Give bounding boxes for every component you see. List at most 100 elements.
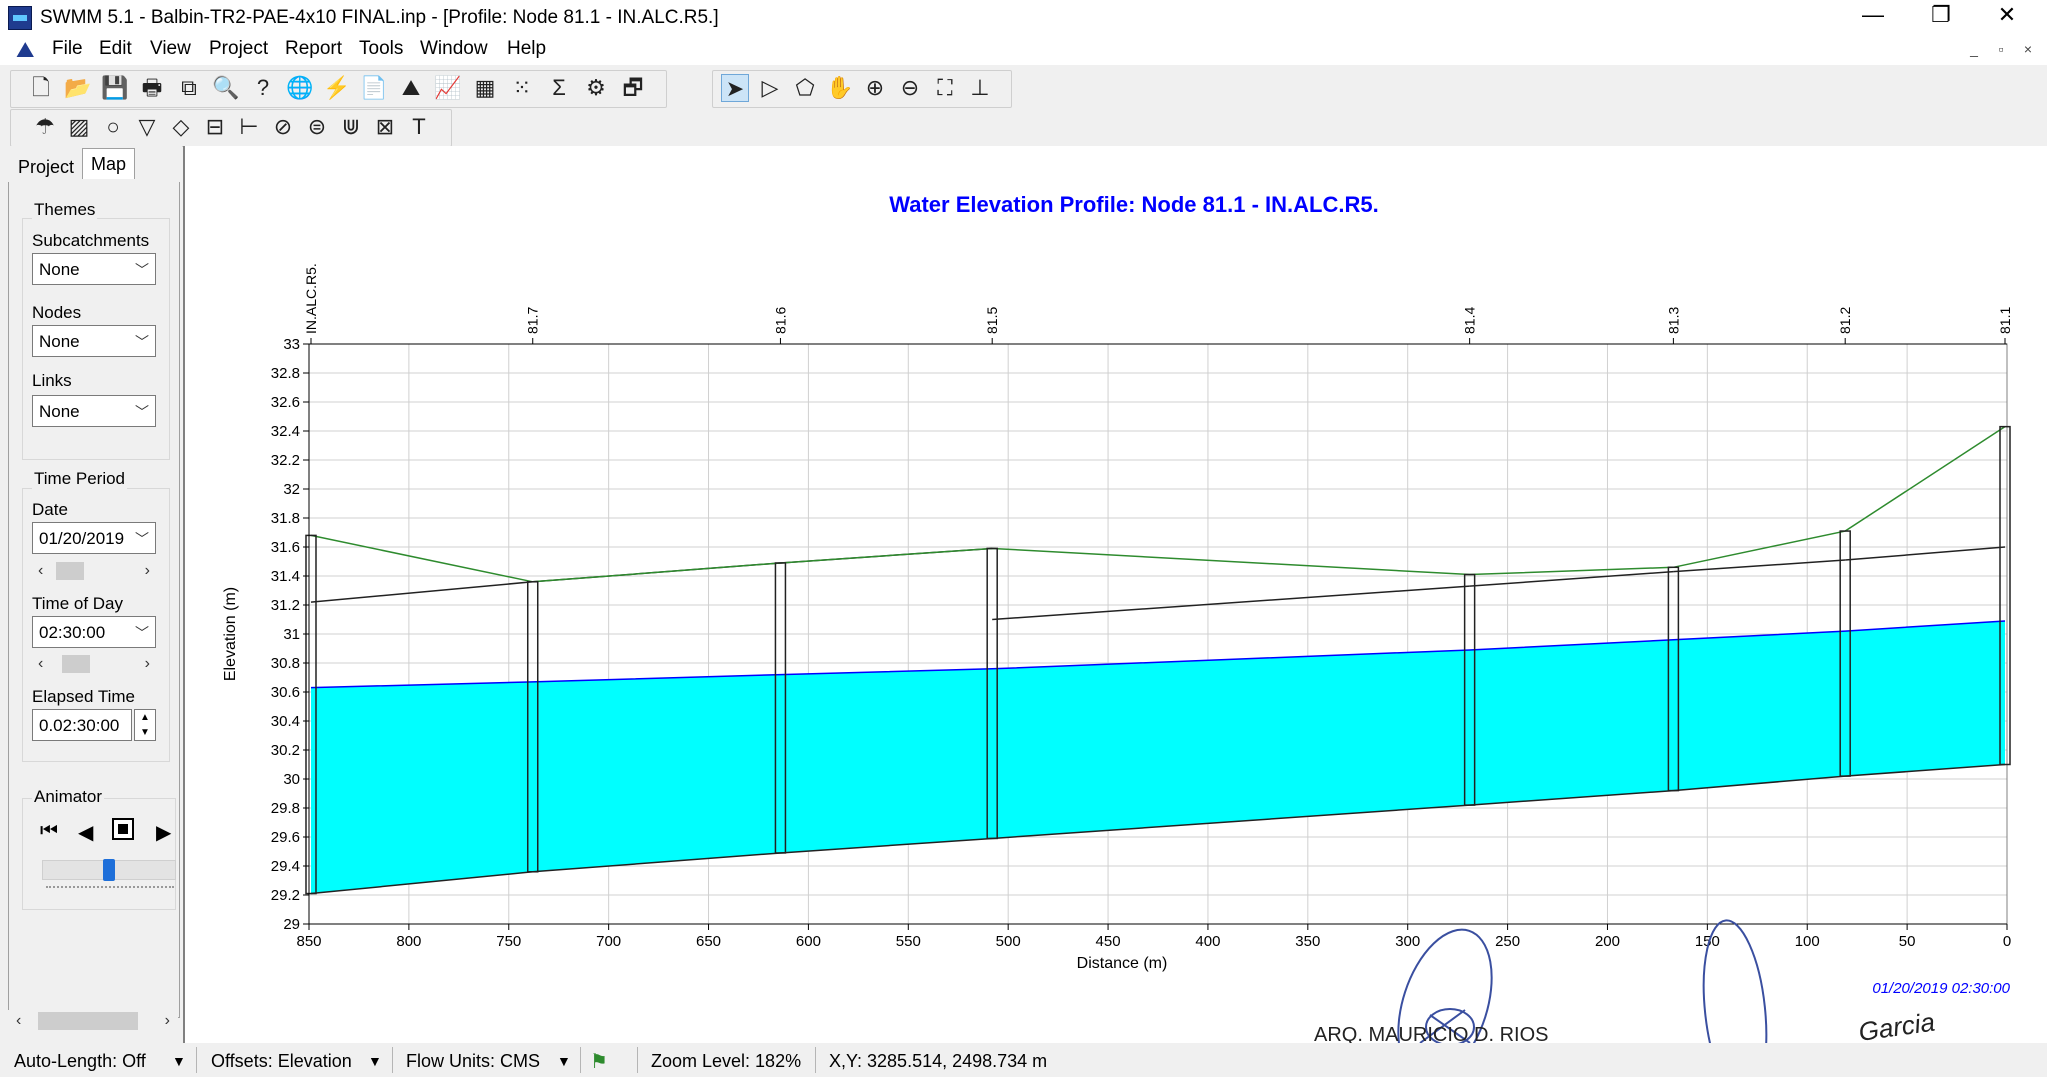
slider-thumb[interactable] [103,859,115,881]
storage-icon[interactable]: ⊟ [201,113,229,141]
x-tick-label: 400 [1195,933,1220,950]
y-tick-label: 32.8 [271,365,300,382]
menu-report[interactable]: Report [285,38,342,60]
mdi-close-button[interactable]: × [2019,40,2037,58]
rewind-icon[interactable]: ⏮ [40,820,58,843]
y-tick-label: 29.4 [271,858,300,875]
table-icon[interactable]: ▦ [471,74,499,102]
stop-icon[interactable] [112,818,134,840]
mdi-restore-button[interactable]: ▫ [1992,40,2010,58]
save-icon[interactable]: 💾 [101,74,129,102]
y-tick-label: 31.6 [271,539,300,556]
time-scrollbar[interactable]: ‹ › [32,653,156,675]
options-icon[interactable]: ⚙ [582,74,610,102]
scroll-right-icon[interactable]: › [145,653,150,675]
chevron-down-icon[interactable]: ▼ [368,1053,382,1069]
date-scrollbar[interactable]: ‹ › [32,560,156,582]
report-icon[interactable]: 📄 [360,74,388,102]
menu-window[interactable]: Window [420,38,488,60]
outfall-icon[interactable]: ▽ [133,113,161,141]
mdi-child-icon[interactable]: ⛰ [16,37,34,63]
pan-hand-icon[interactable]: ✋ [826,74,854,102]
pump-icon[interactable]: ⊘ [269,113,297,141]
elapsed-time-spinner[interactable]: ▲ ▼ [134,709,156,741]
offsets-status[interactable]: Offsets: Elevation [211,1051,352,1072]
object-toolbar: ☂ ▨ ○ ▽ ◇ ⊟ ⊢ ⊘ ⊜ ⋓ ⊠ T [10,109,452,147]
links-select[interactable]: None ﹀ [32,395,156,427]
open-folder-icon[interactable]: 📂 [64,74,92,102]
swmm-app-icon[interactable] [8,6,32,30]
conduit-crown-line [992,586,1469,619]
globe-overview-icon[interactable]: 🌐 [286,74,314,102]
menu-view[interactable]: View [150,38,191,60]
select-vertex-icon[interactable]: ▷ [756,74,784,102]
select-region-icon[interactable]: ⬠ [791,74,819,102]
nodes-select[interactable]: None ﹀ [32,325,156,357]
browser-hscrollbar[interactable]: ‹ › [8,1010,178,1032]
arrange-windows-icon[interactable]: 🗗 [619,74,647,102]
subcatchments-select[interactable]: None ﹀ [32,253,156,285]
auto-length-status[interactable]: Auto-Length: Off [14,1051,146,1072]
weir-icon[interactable]: ⋓ [337,113,365,141]
node-label: 81.1 [1997,307,2013,334]
chart-title: Water Elevation Profile: Node 81.1 - IN.… [889,192,1378,217]
minimize-button[interactable]: — [1843,0,1903,32]
scroll-left-icon[interactable]: ‹ [38,653,43,675]
divider-icon[interactable]: ◇ [167,113,195,141]
find-icon[interactable]: 🔍 [212,74,240,102]
animator-speed-slider[interactable] [42,860,176,880]
menu-file[interactable]: File [52,38,83,60]
flow-units-status[interactable]: Flow Units: CMS [406,1051,540,1072]
subcatchment-icon[interactable]: ▨ [65,113,93,141]
date-select[interactable]: 01/20/2019 ﹀ [32,522,156,554]
print-icon[interactable]: 🖶 [138,74,166,102]
outlet-icon[interactable]: ⊠ [371,113,399,141]
x-tick-label: 600 [796,933,821,950]
query-icon[interactable]: ? [249,74,277,102]
new-file-icon[interactable]: 🗋 [27,74,55,102]
zoom-out-icon[interactable]: ⊖ [896,74,924,102]
restore-button[interactable]: ❐ [1911,0,1971,32]
play-forward-icon[interactable]: ▶ [156,820,171,845]
copy-icon[interactable]: ⧉ [175,74,203,102]
menu-tools[interactable]: Tools [359,38,403,60]
play-back-icon[interactable]: ◀ [78,820,93,845]
menu-edit[interactable]: Edit [99,38,132,60]
scroll-right-icon[interactable]: › [165,1010,170,1032]
statistics-sigma-icon[interactable]: Σ [545,74,573,102]
profile-plot-icon[interactable]: ⛰ [397,74,425,102]
time-scroll-thumb[interactable] [62,655,90,673]
scroll-left-icon[interactable]: ‹ [16,1010,21,1032]
scatter-plot-icon[interactable]: ⁙ [508,74,536,102]
chevron-down-icon[interactable]: ▼ [557,1053,571,1069]
orifice-icon[interactable]: ⊜ [303,113,331,141]
tab-map[interactable]: Map [82,148,135,179]
node-label: 81.7 [525,307,541,334]
select-arrow-icon[interactable]: ➤ [721,74,749,102]
measure-icon[interactable]: ⊥ [966,74,994,102]
browser-scroll-thumb[interactable] [38,1012,138,1030]
menu-project[interactable]: Project [209,38,268,60]
full-extent-icon[interactable]: ⛶ [931,74,959,102]
text-label-icon[interactable]: T [405,113,433,141]
elapsed-time-input[interactable]: 0.02:30:00 [32,709,132,741]
scroll-right-icon[interactable]: › [145,560,150,582]
profile-plot[interactable]: 850 800 750 700 650 600 550 500 450 400 350 300 250 2… [185,146,2047,1043]
run-lightning-icon[interactable]: ⚡ [323,74,351,102]
scroll-left-icon[interactable]: ‹ [38,560,43,582]
conduit-icon[interactable]: ⊢ [235,113,263,141]
x-tick-label: 500 [996,933,1021,950]
rain-gage-icon[interactable]: ☂ [31,113,59,141]
time-of-day-select[interactable]: 02:30:00 ﹀ [32,616,156,648]
junction-icon[interactable]: ○ [99,113,127,141]
date-scroll-thumb[interactable] [56,562,84,580]
tab-project[interactable]: Project [10,152,82,182]
zoom-in-icon[interactable]: ⊕ [861,74,889,102]
time-series-icon[interactable]: 📈 [434,74,462,102]
chevron-down-icon: ﹀ [135,617,149,649]
mdi-minimize-button[interactable]: _ [1965,40,1983,58]
close-button[interactable]: ✕ [1977,0,2037,32]
chevron-down-icon[interactable]: ▼ [172,1053,186,1069]
y-tick-label: 31.4 [271,568,300,585]
menu-help[interactable]: Help [507,38,546,60]
